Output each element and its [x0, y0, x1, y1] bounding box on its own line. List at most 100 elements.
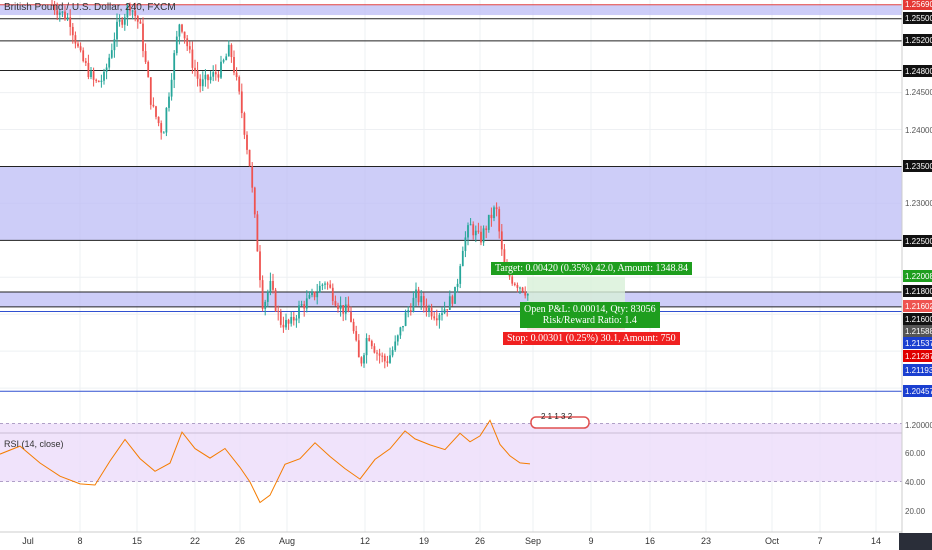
candle-body — [316, 292, 319, 298]
candle-body — [129, 5, 131, 11]
candle-body — [378, 353, 381, 356]
candle-body — [350, 312, 352, 322]
price-tick-label: 1.21600 — [905, 315, 932, 324]
time-tick-label: 14 — [871, 536, 881, 546]
price-tag — [903, 337, 932, 349]
candle-body — [337, 305, 339, 309]
candle-body — [433, 316, 436, 319]
support-resistance-zones — [0, 4, 902, 307]
candle-body — [95, 79, 98, 81]
candle-body — [469, 224, 472, 226]
candle-body — [113, 39, 116, 51]
candle-body — [71, 26, 74, 36]
candle-body — [139, 21, 142, 24]
candle-body — [136, 16, 139, 22]
candle-body — [108, 57, 111, 68]
rsi-legend[interactable]: RSI (14, close) — [4, 439, 64, 449]
price-tag — [903, 0, 932, 10]
candle-body — [142, 23, 144, 52]
candle-body — [233, 57, 235, 73]
candle-body — [300, 304, 303, 306]
candle-body — [407, 310, 410, 313]
candle-body — [363, 355, 365, 364]
price-tick-label: 1.24000 — [905, 126, 932, 135]
candle-body — [435, 318, 438, 321]
candle-body — [303, 304, 306, 309]
candle-body — [178, 24, 181, 37]
candle-body — [298, 305, 300, 319]
candle-body — [321, 284, 324, 286]
candle-body — [519, 287, 521, 289]
candle-body — [207, 74, 209, 81]
candle-body — [513, 283, 516, 285]
horizontal-lines — [0, 4, 902, 392]
price-tick-label: 1.21602 — [905, 302, 932, 311]
price-tag — [903, 34, 932, 46]
price-axis[interactable]: 1.25690 1.25500 1.25200 1.24800 1.24500 1.240… — [901, 0, 932, 550]
price-tag — [903, 12, 932, 24]
price-tag — [903, 364, 932, 376]
candle-body — [373, 346, 376, 353]
candle-body — [370, 340, 373, 347]
candle-body — [451, 296, 454, 304]
candle-body — [454, 286, 456, 304]
time-axis[interactable]: Jul 8 15 22 26 Aug 12 19 26 Sep 9 16 23 Oct 7 14 — [0, 531, 932, 550]
pnl-label[interactable]: Open P&L: 0.00014, Qty: 83056 Risk/Rewar… — [520, 302, 660, 328]
candle-body — [428, 307, 430, 312]
candle-body — [443, 309, 446, 314]
candle-body — [222, 60, 225, 62]
candle-body — [282, 324, 285, 328]
candle-body — [287, 319, 290, 324]
candle-body — [474, 230, 477, 236]
symbol-legend[interactable]: British Pound / U.S. Dollar, 240, FXCM — [4, 2, 176, 13]
candle-body — [277, 310, 280, 312]
candle-body — [430, 307, 433, 317]
candle-body — [415, 289, 417, 298]
candle-body — [97, 80, 100, 82]
candlestick-series — [51, 0, 529, 369]
candle-body — [365, 338, 368, 356]
candle-body — [500, 231, 503, 250]
candle-body — [347, 304, 350, 313]
candle-body — [152, 104, 155, 107]
candle-body — [368, 338, 371, 341]
stop-label[interactable]: Stop: 0.00301 (0.25%) 30.1, Amount: 750 — [503, 332, 680, 345]
candle-body — [352, 321, 355, 332]
candle-body — [285, 319, 287, 328]
candle-body — [456, 283, 459, 287]
candle-body — [131, 10, 134, 12]
candle-body — [121, 19, 124, 25]
price-tick-label: 1.21588 — [905, 327, 932, 336]
candle-body — [331, 287, 334, 302]
candle-body — [183, 31, 186, 39]
price-tag — [903, 65, 932, 77]
candle-body — [217, 74, 220, 78]
time-tick-label: 19 — [419, 536, 429, 546]
candle-body — [269, 280, 272, 292]
candle-body — [105, 67, 108, 72]
candle-body — [188, 46, 191, 50]
rsi-tick-label: 40.00 — [905, 478, 926, 487]
candle-body — [383, 355, 386, 362]
candle-body — [355, 331, 358, 341]
candle-body — [313, 291, 316, 298]
candle-body — [235, 72, 238, 78]
rsi-tick-label: 60.00 — [905, 449, 926, 458]
candle-body — [248, 149, 251, 167]
rsi-title: RSI (14, close) — [4, 439, 64, 449]
time-tick-label: 22 — [190, 536, 200, 546]
candle-body — [87, 62, 90, 78]
candle-body — [404, 312, 407, 326]
candle-body — [58, 12, 61, 15]
candle-body — [201, 79, 204, 87]
resistance-zone — [0, 4, 902, 16]
candle-body — [64, 11, 66, 20]
rsi-tick-label: 20.00 — [905, 507, 926, 516]
time-tick-label: 7 — [817, 536, 822, 546]
price-tag — [903, 350, 932, 362]
marker-digits: 2 1 1 3 2 — [541, 412, 573, 421]
candle-body — [225, 56, 228, 61]
candle-body — [438, 315, 441, 321]
target-label[interactable]: Target: 0.00420 (0.35%) 42.0, Amount: 13… — [491, 262, 692, 275]
